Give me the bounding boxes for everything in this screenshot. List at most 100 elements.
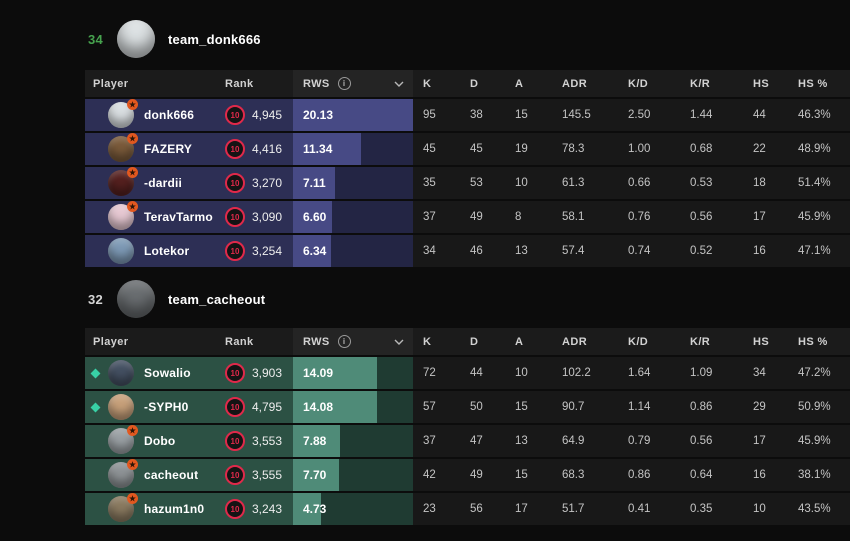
player-row[interactable]: ★ TeravTarmo 10 3,090 6.60 37 49 8 58.1 … — [85, 201, 850, 233]
column-header-a: A — [515, 335, 524, 348]
star-badge-icon: ★ — [127, 493, 138, 504]
column-header-kd: K/D — [628, 335, 649, 348]
player-row[interactable]: -SYPH0 10 4,795 14.08 57 50 15 90.7 1.14… — [85, 391, 850, 423]
team-name[interactable]: team_donk666 — [168, 31, 261, 47]
diamond-slot — [92, 472, 108, 479]
rws-bar — [293, 459, 339, 491]
player-name[interactable]: Dobo — [144, 434, 176, 448]
player-row[interactable]: ★ Dobo 10 3,553 7.88 37 47 13 64.9 0.79 … — [85, 425, 850, 457]
adr-value: 78.3 — [552, 133, 618, 165]
deaths-value: 56 — [460, 493, 505, 525]
headshot-pct-value: 48.9% — [788, 133, 850, 165]
team-name[interactable]: team_cacheout — [168, 291, 266, 307]
player-name[interactable]: -dardii — [144, 176, 183, 190]
player-row[interactable]: ★ cacheout 10 3,555 7.70 42 49 15 68.3 0… — [85, 459, 850, 491]
kr-ratio-value: 0.64 — [680, 459, 743, 491]
chevron-down-icon[interactable] — [394, 339, 404, 345]
player-name[interactable]: donk666 — [144, 108, 195, 122]
kr-ratio-value: 0.86 — [680, 391, 743, 423]
player-row[interactable]: Lotekor 10 3,254 6.34 34 46 13 57.4 0.74… — [85, 235, 850, 267]
adr-value: 51.7 — [552, 493, 618, 525]
headshots-value: 17 — [743, 201, 788, 233]
player-avatar: ★ — [108, 459, 138, 488]
player-name[interactable]: TeravTarmo — [144, 210, 213, 224]
skill-level-badge-icon: 10 — [225, 241, 245, 261]
info-icon[interactable]: i — [337, 335, 351, 348]
rws-cell: 7.11 — [293, 167, 413, 199]
player-avatar: ★ — [108, 133, 138, 162]
adr-value: 68.3 — [552, 459, 618, 491]
kills-value: 42 — [413, 459, 460, 491]
headshots-value: 18 — [743, 167, 788, 199]
adr-value: 61.3 — [552, 167, 618, 199]
chevron-down-icon[interactable] — [394, 81, 404, 87]
player-name[interactable]: cacheout — [144, 468, 199, 482]
player-cell: ★ hazum1n0 — [85, 493, 218, 525]
table-body: Sowalio 10 3,903 14.09 72 44 10 102.2 1.… — [85, 357, 850, 525]
rws-bar — [293, 357, 377, 389]
rws-cell: 4.73 — [293, 493, 413, 525]
rws-cell: 14.08 — [293, 391, 413, 423]
headshots-value: 44 — [743, 99, 788, 131]
skill-level-badge-icon: 10 — [225, 499, 245, 519]
kd-ratio-value: 0.74 — [618, 235, 680, 267]
rws-value: 14.09 — [303, 366, 334, 380]
column-header-rws[interactable]: RWS i — [293, 328, 413, 355]
table-body: ★ donk666 10 4,945 20.13 95 38 15 145.5 … — [85, 99, 850, 267]
rank-cell: 10 3,903 — [218, 357, 293, 389]
skill-level-badge-icon: 10 — [225, 431, 245, 451]
elo-value: 3,555 — [252, 468, 283, 482]
headshot-pct-value: 47.2% — [788, 357, 850, 389]
deaths-value: 44 — [460, 357, 505, 389]
rws-cell: 7.88 — [293, 425, 413, 457]
adr-value: 58.1 — [552, 201, 618, 233]
kd-ratio-value: 1.64 — [618, 357, 680, 389]
diamond-slot — [92, 506, 108, 513]
kills-value: 34 — [413, 235, 460, 267]
player-name[interactable]: FAZERY — [144, 142, 193, 156]
assists-value: 8 — [505, 201, 552, 233]
kr-ratio-value: 0.52 — [680, 235, 743, 267]
player-name[interactable]: hazum1n0 — [144, 502, 205, 516]
assists-value: 17 — [505, 493, 552, 525]
headshots-value: 34 — [743, 357, 788, 389]
column-header-rws[interactable]: RWS i — [293, 70, 413, 97]
player-cell: ★ donk666 — [85, 99, 218, 131]
player-cell: ★ Dobo — [85, 425, 218, 457]
rws-label: RWS — [303, 77, 330, 90]
diamond-icon — [90, 368, 101, 378]
player-row[interactable]: Sowalio 10 3,903 14.09 72 44 10 102.2 1.… — [85, 357, 850, 389]
player-row[interactable]: ★ FAZERY 10 4,416 11.34 45 45 19 78.3 1.… — [85, 133, 850, 165]
rank-cell: 10 4,416 — [218, 133, 293, 165]
diamond-slot — [92, 214, 108, 221]
team2-stats-table: Player Rank RWS i K D A ADR K/D K/R HS H… — [85, 328, 850, 527]
rws-bar — [293, 391, 377, 423]
skill-level-badge-icon: 10 — [225, 465, 245, 485]
elo-value: 3,903 — [252, 366, 283, 380]
assists-value: 13 — [505, 235, 552, 267]
player-name[interactable]: -SYPH0 — [144, 400, 189, 414]
diamond-slot — [92, 146, 108, 153]
headshot-pct-value: 47.1% — [788, 235, 850, 267]
headshot-pct-value: 51.4% — [788, 167, 850, 199]
player-row[interactable]: ★ hazum1n0 10 3,243 4.73 23 56 17 51.7 0… — [85, 493, 850, 525]
adr-value: 90.7 — [552, 391, 618, 423]
player-row[interactable]: ★ -dardii 10 3,270 7.11 35 53 10 61.3 0.… — [85, 167, 850, 199]
headshots-value: 16 — [743, 235, 788, 267]
assists-value: 13 — [505, 425, 552, 457]
player-name[interactable]: Lotekor — [144, 244, 190, 258]
rank-cell: 10 4,945 — [218, 99, 293, 131]
rws-cell: 6.60 — [293, 201, 413, 233]
column-header-kr: K/R — [690, 77, 711, 90]
player-row[interactable]: ★ donk666 10 4,945 20.13 95 38 15 145.5 … — [85, 99, 850, 131]
player-avatar: ★ — [108, 167, 138, 196]
assists-value: 15 — [505, 99, 552, 131]
player-name[interactable]: Sowalio — [144, 366, 191, 380]
info-icon[interactable]: i — [337, 77, 351, 90]
elo-value: 4,945 — [252, 108, 283, 122]
deaths-value: 50 — [460, 391, 505, 423]
rws-bar — [293, 133, 361, 165]
diamond-icon — [90, 402, 101, 412]
rws-value: 7.11 — [303, 176, 326, 190]
rws-bar — [293, 99, 413, 131]
